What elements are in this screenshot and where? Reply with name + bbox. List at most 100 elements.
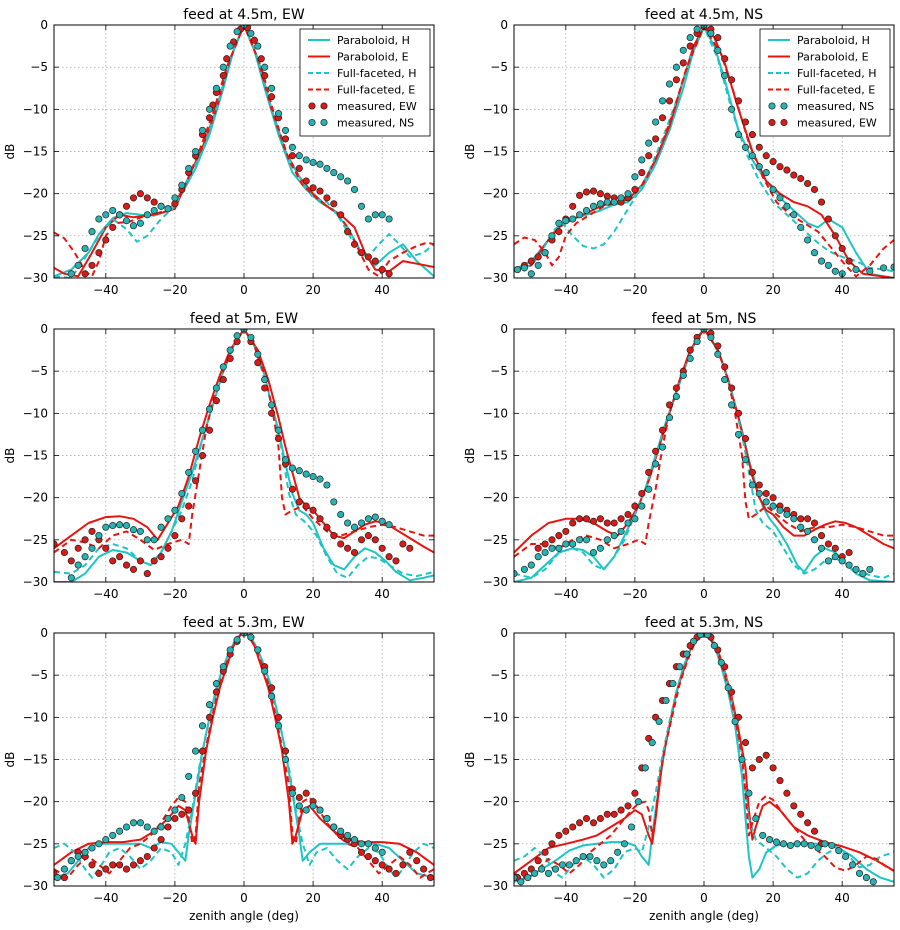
panel-title: feed at 5.3m, NS [645,615,763,631]
measured-ns-point [74,261,82,269]
measured-ns-point [337,827,345,835]
measured-ew-point [762,751,770,759]
legend: Paraboloid, H Paraboloid, E Full-faceted, … [759,28,891,137]
measured-ew-point [790,802,798,810]
legend-swatch-measured-ns [320,118,328,127]
measured-ew-point [337,540,345,548]
measured-ns-point [288,464,296,472]
y-tick-label: −5 [490,668,508,682]
measured-ew-point [371,257,379,265]
measured-ns-point [576,211,584,219]
measured-ew-point [330,532,338,540]
x-tick-label: 0 [240,283,248,297]
measured-ns-point [748,152,756,160]
y-tick-label: −30 [483,575,508,589]
measured-ew-point [344,228,352,236]
measured-ns-point [824,557,832,565]
measured-ew-point [831,232,839,240]
measured-ns-point [143,823,151,831]
measured-ns-point [67,270,75,278]
measured-ns-point [337,173,345,181]
measured-ew-point [631,789,639,797]
measured-ew-point [143,570,151,578]
full-faceted-e-line [514,25,894,278]
measured-ns-point [679,46,687,54]
plot-area [54,25,434,278]
measured-ew-point [157,836,165,844]
measured-ew-point [534,857,542,865]
legend-swatch-measured-ew [320,102,328,110]
measured-ew-point [714,342,722,350]
panel-title: feed at 5m, NS [652,311,757,327]
panel-title: feed at 4.5m, EW [183,7,305,23]
measured-ew-point [302,502,310,510]
measured-ew-point [790,171,798,179]
measured-ew-point [192,789,200,797]
measured-ew-point [261,72,269,80]
y-tick-label: −10 [483,102,508,116]
measured-ns-point [261,376,269,384]
measured-ew-point [122,202,131,210]
x-tick-label: −20 [622,587,647,601]
measured-ns-point [766,836,774,844]
x-axis-label: zenith angle (deg) [649,909,759,923]
measured-ew-point [74,544,82,552]
measured-ns-point [254,42,262,50]
measured-ns-point [610,198,618,206]
measured-ew-point [824,215,832,223]
measured-ew-point [721,55,729,63]
measured-ns-point [527,270,535,278]
measured-ns-point [364,515,372,523]
measured-ns-point [672,392,680,401]
measured-ns-point [648,739,656,747]
measured-ew-point [171,814,179,823]
legend-label-paraboloid-h: Paraboloid, H [337,34,410,47]
measured-ns-point [797,223,805,231]
measured-ew-point [143,852,151,861]
measured-ns-point [171,506,179,514]
panel-5: −40 −20 0 20 40 0 −5 −10 −15 −20 −25 −30 feed at 5.3… [3,615,435,923]
measured-ns-point [261,63,269,71]
measured-ns-point [786,841,794,850]
measured-ew-point [762,152,770,160]
measured-ew-point [364,532,372,540]
measured-ew-point [129,194,138,202]
measured-ns-point [198,426,207,434]
measured-ew-point [569,202,577,210]
measured-ns-point [122,521,131,530]
measured-ns-point [586,852,594,861]
measured-ns-point [378,517,386,525]
measured-ew-point [309,506,317,514]
measured-ew-point [589,517,598,525]
measured-ew-point [576,191,584,199]
measured-ew-point [357,536,366,544]
measured-ew-point [198,747,207,755]
measured-ns-point [185,164,193,172]
measured-ew-point [302,789,310,797]
measured-ew-point [281,135,290,143]
y-tick-label: −5 [490,364,508,378]
measured-ew-point [344,544,352,552]
measured-ew-point [109,557,117,565]
measured-ew-point [116,861,124,869]
measured-ns-point [254,350,262,358]
measured-ns-point [122,217,131,225]
measured-ns-point [714,350,722,358]
measured-ns-point [178,489,186,498]
y-tick-label: −30 [483,271,508,285]
measured-ns-point [710,642,718,650]
measured-ns-point [672,63,680,71]
measured-ns-point [852,565,860,573]
measured-ns-point [728,401,736,409]
legend-label-measured-ew: measured, EW [797,117,877,130]
measured-ew-point [810,827,819,835]
y-tick-label: −30 [23,271,48,285]
measured-ns-point [544,869,553,877]
measured-ew-point [596,190,604,198]
y-axis-label: dB [3,752,17,768]
measured-ns-point [800,840,808,848]
measured-ns-point [247,333,255,341]
measured-ew-point [562,827,570,835]
measured-ns-point [783,510,791,519]
measured-ew-point [734,97,743,105]
